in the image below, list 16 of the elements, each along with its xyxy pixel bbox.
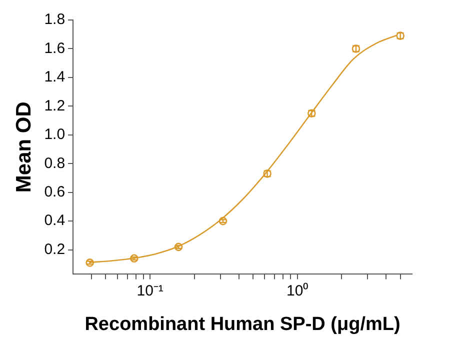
x-tick-label: 10⁻¹	[136, 282, 164, 300]
y-tick-label: 0.8	[44, 154, 66, 172]
y-tick-label: 1.0	[44, 126, 66, 144]
y-tick-label: 1.8	[44, 11, 66, 28]
y-tick-label: 0.4	[44, 212, 66, 230]
y-tick-label: 0.2	[44, 240, 66, 258]
x-axis-title: Recombinant Human SP-D (μg/mL)	[84, 314, 400, 335]
point	[174, 242, 183, 252]
y-tick-label: 1.6	[44, 40, 66, 57]
y-tick-label: 1.4	[44, 68, 66, 86]
point	[218, 216, 228, 226]
x-tick-label: 10⁰	[286, 282, 308, 300]
point	[130, 254, 138, 263]
y-axis-title: Mean OD	[12, 102, 36, 193]
y-tick-label: 1.2	[44, 97, 66, 114]
y-tick-label: 0.6	[44, 183, 66, 200]
